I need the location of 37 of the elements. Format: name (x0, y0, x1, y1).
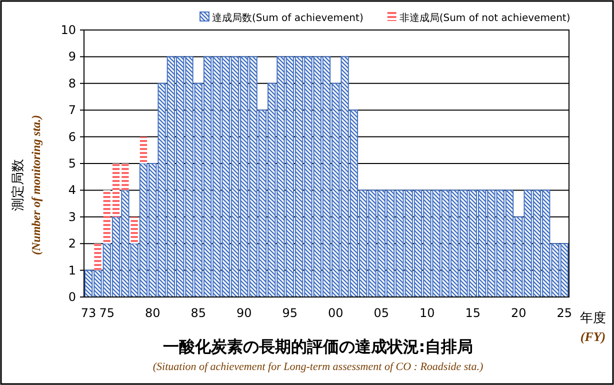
text: (FY) (580, 329, 606, 344)
x-tick-label: 00 (328, 306, 344, 320)
bar (122, 164, 129, 190)
x-tick-label: 05 (374, 306, 390, 320)
bar (112, 164, 120, 217)
x-tick-label: 90 (236, 306, 252, 320)
x-tick-label: 85 (190, 306, 206, 320)
y-tick-label: 4 (68, 183, 76, 198)
x-tick-label: 95 (282, 306, 298, 320)
x-tick-label: 80 (144, 306, 160, 320)
y-axis-title: 測定局数 (11, 159, 26, 211)
bar (130, 216, 138, 244)
bar (140, 136, 148, 164)
y-tick-label: 0 (68, 290, 76, 304)
x-tick-label: 10 (420, 306, 435, 320)
x-tick-label: 75 (99, 306, 115, 320)
legend-label: 非達成局(Sum of not achievement) (399, 12, 570, 24)
x-tick-label: 15 (465, 306, 481, 320)
y-tick-label: 10 (60, 23, 76, 37)
bar (103, 190, 110, 244)
bar (94, 244, 102, 270)
x-tick-label: 73 (80, 306, 96, 320)
y-tick-label: 8 (68, 76, 76, 90)
y-tick-label: 2 (68, 236, 76, 251)
text: (Situation of achievement for Long-term assessment of CO : Roadside sta.) (152, 361, 484, 373)
y-tick-label: 7 (68, 103, 76, 118)
y-tick-label: 3 (68, 210, 76, 224)
y-tick-label: 1 (68, 263, 76, 278)
x-tick-label: 25 (556, 306, 572, 320)
text: 一酸化炭素の長期的評価の達成状況:自排局 (162, 337, 474, 356)
y-tick-label: 5 (68, 156, 76, 170)
y-tick-label: 9 (68, 50, 76, 64)
x-tick-label: 20 (511, 306, 526, 320)
legend-label: 達成局数(Sum of achievement) (212, 12, 364, 24)
x-axis-title: 年度 (580, 310, 606, 326)
text: (Number of monitoring sta.) (29, 114, 43, 256)
y-tick-label: 6 (68, 130, 76, 144)
